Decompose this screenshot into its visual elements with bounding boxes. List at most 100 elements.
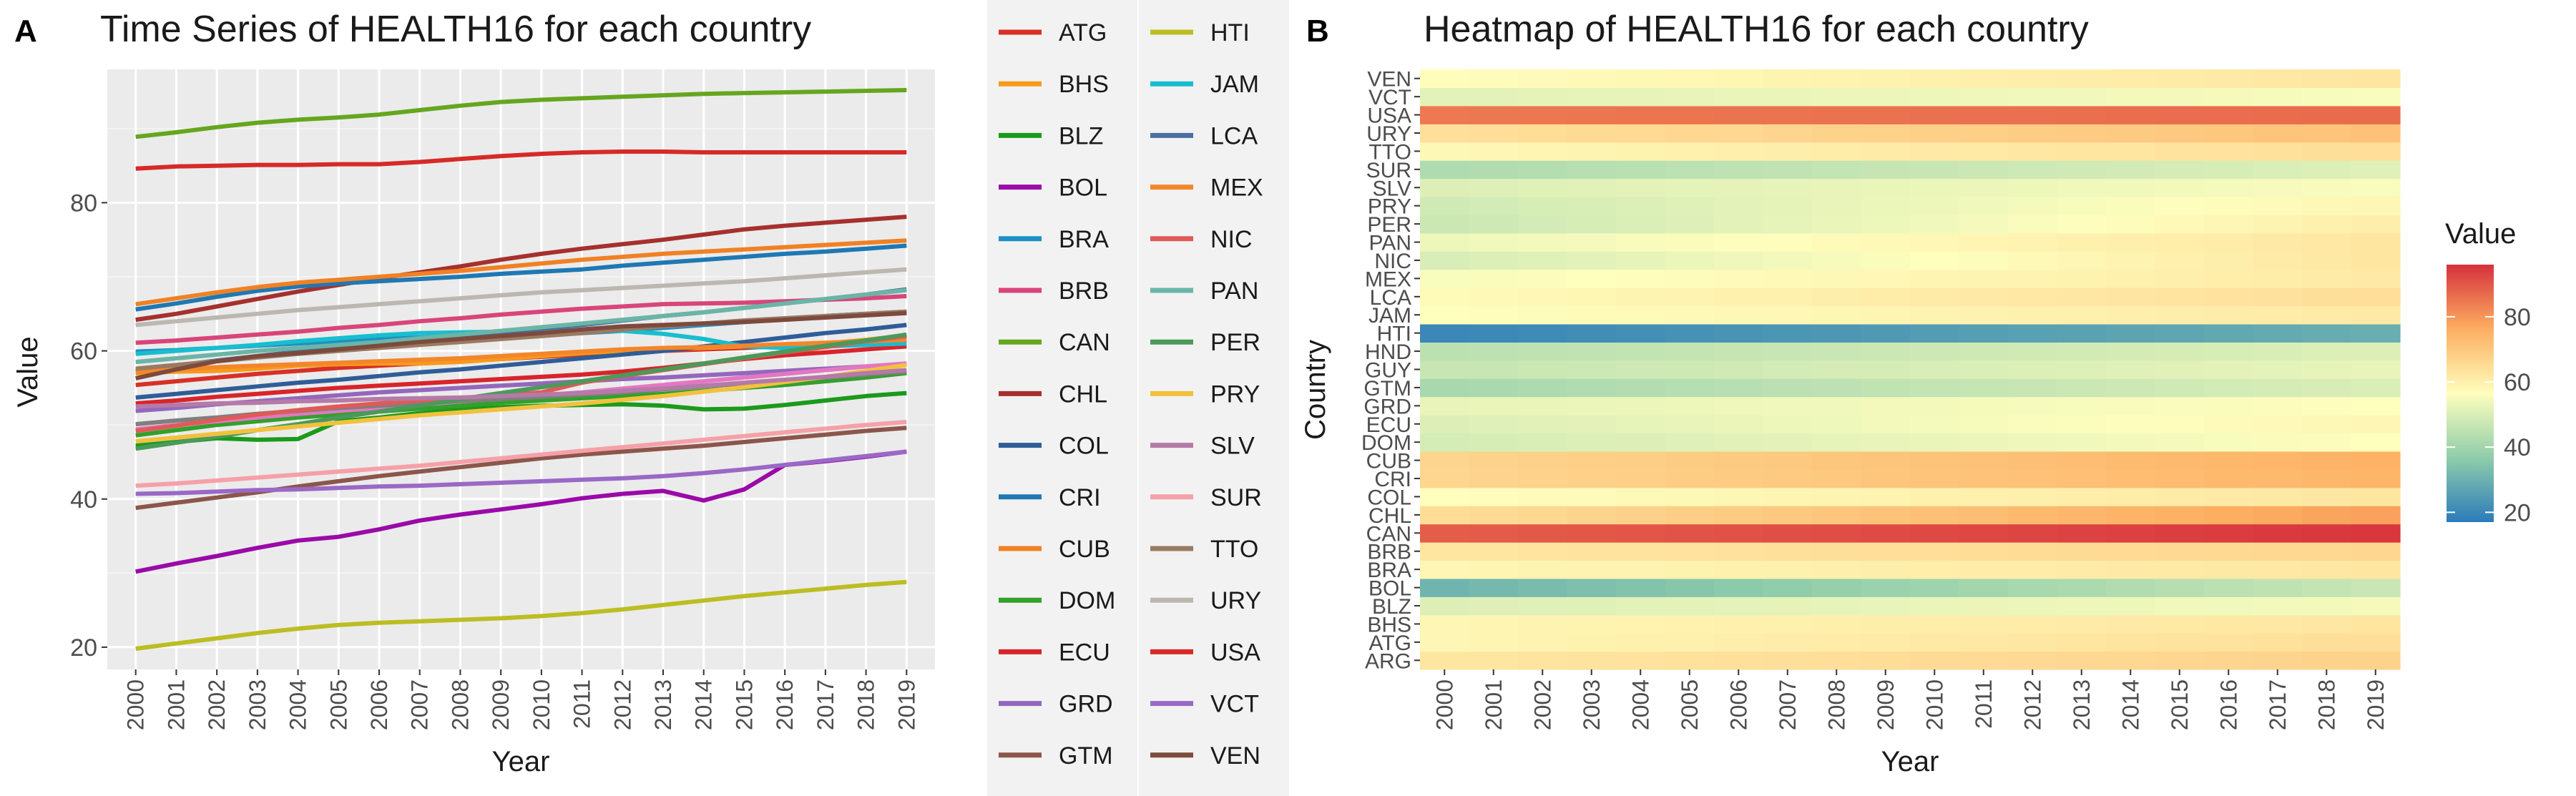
series-line-col <box>135 323 907 400</box>
heatmap-cell-blz-2012 <box>2008 596 2058 616</box>
heatmap-cell-bol-2010 <box>1910 578 1960 597</box>
heatmap-cell-lca-2005 <box>1665 288 1715 307</box>
heatmap-cell-hnd-2006 <box>1714 342 1764 361</box>
heatmap-cell-pry-2014 <box>2106 196 2156 215</box>
heatmap-cell-jam-2005 <box>1665 305 1715 325</box>
y-tick-label: USA <box>1367 104 1411 128</box>
heatmap-cell-bhs-2003 <box>1567 614 1617 634</box>
legend-label-cri: CRI <box>1059 484 1101 511</box>
heatmap-cell-grd-2019 <box>2351 396 2401 416</box>
heatmap-cell-bra-2012 <box>2008 560 2058 579</box>
heatmap-cell-guy-2001 <box>1469 360 1519 379</box>
y-tick-label: PER <box>1367 213 1411 237</box>
x-tick-label: 2008 <box>447 679 473 730</box>
y-tick-label: GRD <box>1363 395 1411 418</box>
x-tick-label: 2001 <box>1481 679 1507 730</box>
heatmap-cell-dom-2007 <box>1763 433 1813 452</box>
heatmap-cell-cri-2015 <box>2155 469 2205 488</box>
colorbar-title: Value <box>2445 218 2516 250</box>
x-tick-label: 2001 <box>163 679 189 730</box>
heatmap-cell-tto-2015 <box>2155 142 2205 161</box>
x-tick-label: 2011 <box>569 679 595 729</box>
heatmap-cell-lca-2018 <box>2302 288 2352 307</box>
heatmap-cell-pry-2007 <box>1763 196 1813 215</box>
heatmap-cell-dom-2013 <box>2057 433 2107 452</box>
heatmap-cell-can-2001 <box>1469 524 1519 543</box>
heatmap-cell-pan-2003 <box>1567 232 1617 252</box>
heatmap-cell-bra-2005 <box>1665 560 1715 579</box>
heatmap-cell-mex-2000 <box>1420 269 1470 288</box>
heatmap-cell-col-2019 <box>2351 487 2401 506</box>
heatmap-cell-brb-2001 <box>1469 542 1519 561</box>
heatmap-cell-tto-2001 <box>1469 142 1519 161</box>
series-line-chl <box>135 215 907 323</box>
heatmap-cell-arg-2008 <box>1812 651 1862 670</box>
heatmap-cell-bhs-2009 <box>1861 614 1911 634</box>
heatmap-cell-blz-2006 <box>1714 596 1764 616</box>
heatmap-cell-gtm-2006 <box>1714 378 1764 398</box>
heatmap-cell-usa-2001 <box>1469 105 1519 124</box>
heatmap-cell-arg-2009 <box>1861 651 1911 670</box>
heatmap-cell-hnd-2000 <box>1420 342 1470 361</box>
heatmap-cell-ven-2014 <box>2106 69 2156 89</box>
heatmap-cell-grd-2014 <box>2106 396 2156 416</box>
heatmap-cell-slv-2016 <box>2204 178 2254 197</box>
heatmap-cell-jam-2013 <box>2057 305 2107 325</box>
heatmap-cell-usa-2004 <box>1616 105 1666 124</box>
heatmap-cell-sur-2011 <box>1959 160 2009 180</box>
heatmap-cell-vct-2016 <box>2204 87 2254 107</box>
heatmap-cell-nic-2001 <box>1469 251 1519 270</box>
legend-column-bg <box>987 0 1137 796</box>
heatmap-cell-col-2013 <box>2057 487 2107 506</box>
heatmap-cell-ecu-2018 <box>2302 415 2352 434</box>
heatmap-cell-bol-2012 <box>2008 578 2058 597</box>
heatmap-cell-dom-2006 <box>1714 433 1764 452</box>
x-tick-label: 2019 <box>893 679 919 730</box>
heatmap-cell-can-2000 <box>1420 524 1470 543</box>
y-tick-label: JAM <box>1368 304 1411 328</box>
panel-a-series-lines <box>135 88 907 651</box>
heatmap-cell-arg-2010 <box>1910 651 1960 670</box>
heatmap-cell-pan-2001 <box>1469 232 1519 252</box>
heatmap-cell-col-2008 <box>1812 487 1862 506</box>
heatmap-cell-atg-2013 <box>2057 633 2107 652</box>
heatmap-cell-ecu-2016 <box>2204 415 2254 434</box>
heatmap-cell-vct-2001 <box>1469 87 1519 107</box>
heatmap-cell-blz-2010 <box>1910 596 1960 616</box>
heatmap-cell-guy-2007 <box>1763 360 1813 379</box>
heatmap-cell-nic-2002 <box>1518 251 1568 270</box>
heatmap-cell-ecu-2013 <box>2057 415 2107 434</box>
heatmap-cell-cub-2015 <box>2155 451 2205 470</box>
x-tick-label: 2012 <box>2019 679 2045 730</box>
heatmap-cell-gtm-2000 <box>1420 378 1470 398</box>
heatmap-cell-atg-2000 <box>1420 633 1470 652</box>
heatmap-cell-jam-2004 <box>1616 305 1666 325</box>
legend-label-ury: URY <box>1210 587 1261 614</box>
heatmap-cell-bol-2014 <box>2106 578 2156 597</box>
heatmap-cell-hnd-2011 <box>1959 342 2009 361</box>
heatmap-cell-guy-2005 <box>1665 360 1715 379</box>
heatmap-cell-cri-2006 <box>1714 469 1764 488</box>
heatmap-cell-grd-2004 <box>1616 396 1666 416</box>
heatmap-cell-usa-2013 <box>2057 105 2107 124</box>
x-tick-label: 2007 <box>407 679 433 730</box>
heatmap-cell-cri-2013 <box>2057 469 2107 488</box>
heatmap-cell-pry-2008 <box>1812 196 1862 215</box>
heatmap-cell-ven-2011 <box>1959 69 2009 89</box>
heatmap-cell-arg-2017 <box>2253 651 2303 670</box>
heatmap-cell-atg-2016 <box>2204 633 2254 652</box>
heatmap-cell-hti-2015 <box>2155 323 2205 343</box>
heatmap-cell-slv-2013 <box>2057 178 2107 197</box>
heatmap-cell-per-2010 <box>1910 215 1960 234</box>
heatmap-cell-usa-2017 <box>2253 105 2303 124</box>
series-line-vct <box>135 449 907 496</box>
heatmap-cell-slv-2003 <box>1567 178 1617 197</box>
heatmap-cell-sur-2019 <box>2351 160 2401 180</box>
heatmap-cell-jam-2018 <box>2302 305 2352 325</box>
heatmap-cell-ury-2000 <box>1420 124 1470 143</box>
heatmap-cell-usa-2018 <box>2302 105 2352 124</box>
heatmap-cell-vct-2012 <box>2008 87 2058 107</box>
x-tick-label: 2013 <box>2069 679 2095 730</box>
heatmap-cell-cub-2003 <box>1567 451 1617 470</box>
heatmap-cell-nic-2005 <box>1665 251 1715 270</box>
